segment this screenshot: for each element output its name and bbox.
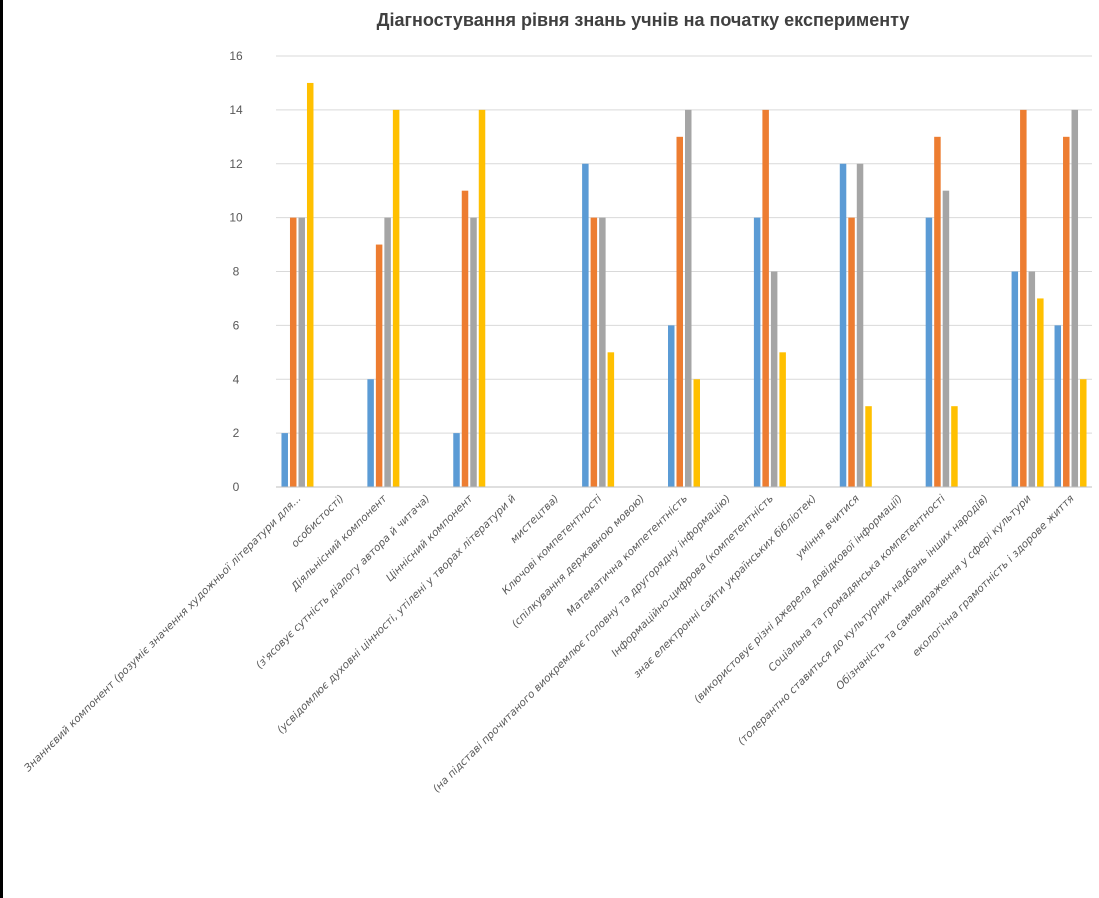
bar bbox=[1020, 109, 1027, 487]
bar bbox=[1080, 379, 1087, 487]
bar bbox=[1028, 271, 1036, 487]
x-category-label: Інформаційно-цифрова (компетентність bbox=[609, 493, 776, 660]
y-tick-label: 2 bbox=[233, 426, 240, 440]
bar bbox=[770, 271, 778, 487]
bar bbox=[685, 109, 692, 487]
y-tick-label: 4 bbox=[233, 372, 240, 386]
bar bbox=[779, 352, 786, 487]
bar bbox=[693, 379, 700, 487]
bar bbox=[1011, 271, 1019, 487]
bar bbox=[668, 325, 675, 487]
bar bbox=[1063, 136, 1070, 487]
chart-title: Діагностування рівня знань учнів на поча… bbox=[377, 10, 910, 30]
y-axis-ticks: 0 2 4 6 8 10 12 14 16 bbox=[229, 49, 243, 494]
y-tick-label: 6 bbox=[233, 318, 240, 332]
bar bbox=[1071, 109, 1079, 487]
y-tick-label: 0 bbox=[233, 480, 240, 494]
y-tick-label: 10 bbox=[229, 211, 243, 225]
bar bbox=[367, 379, 374, 487]
bar bbox=[470, 217, 477, 487]
bar bbox=[306, 82, 314, 487]
bar bbox=[599, 217, 606, 487]
bar bbox=[375, 244, 383, 487]
bar bbox=[281, 433, 288, 487]
bar bbox=[753, 217, 761, 487]
x-category-label: екологічна грамотність і здорове життя bbox=[910, 493, 1076, 659]
bar bbox=[461, 190, 469, 487]
x-category-label: Знаннєвий компонент (розуміє значення ху… bbox=[22, 493, 304, 775]
bar bbox=[1037, 298, 1044, 487]
bar bbox=[582, 163, 589, 487]
bar bbox=[392, 109, 400, 487]
x-category-label: Ціннісний компонент bbox=[384, 492, 476, 584]
bar bbox=[676, 136, 683, 487]
y-tick-label: 14 bbox=[229, 103, 243, 117]
bar bbox=[453, 433, 460, 487]
bar bbox=[384, 217, 391, 487]
x-category-label: Обізнаність та самовираження у сфері кул… bbox=[834, 493, 1034, 693]
x-category-label: (використовує різні джерела довідкової і… bbox=[692, 493, 905, 706]
bars bbox=[281, 82, 1087, 487]
bar bbox=[1054, 325, 1062, 487]
bar bbox=[848, 217, 855, 487]
bar bbox=[925, 217, 933, 487]
bar bbox=[865, 406, 872, 487]
y-tick-label: 8 bbox=[233, 265, 240, 279]
bar bbox=[951, 406, 958, 487]
bar bbox=[478, 109, 486, 487]
bar bbox=[856, 163, 864, 487]
x-axis-labels: Знаннєвий компонент (розуміє значення ху… bbox=[22, 492, 1077, 795]
bar bbox=[590, 217, 598, 487]
bar bbox=[942, 190, 950, 487]
y-tick-label: 12 bbox=[229, 157, 243, 171]
bar bbox=[934, 136, 941, 487]
bar bbox=[298, 217, 305, 487]
bar bbox=[607, 352, 615, 487]
y-tick-label: 16 bbox=[229, 49, 243, 63]
left-edge-border bbox=[0, 0, 3, 898]
bar bbox=[839, 163, 847, 487]
bar bbox=[762, 109, 769, 487]
bar bbox=[289, 217, 297, 487]
